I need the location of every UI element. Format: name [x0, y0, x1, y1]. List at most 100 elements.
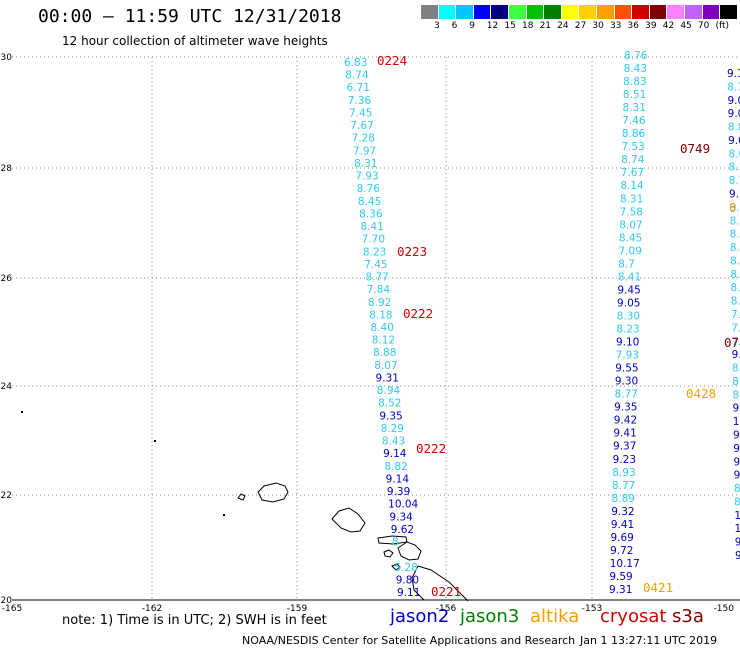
wave-height-value: 8.45	[358, 196, 381, 208]
wave-height-value: 8.83	[623, 76, 646, 88]
wave-height-value: 7.99	[731, 322, 740, 334]
wave-height-value: 8.33	[730, 255, 740, 267]
colorbar-label: 24	[557, 21, 569, 31]
latitude-label: 20	[1, 596, 13, 606]
wave-height-value: 8.31	[354, 158, 377, 170]
map-subtitle: 12 hour collection of altimeter wave hei…	[62, 34, 328, 48]
wave-height-value: 9.11	[397, 587, 420, 599]
colorbar-label: (ft)	[715, 21, 730, 31]
colorbar-cell: 70	[684, 5, 709, 31]
wave-height-value: 8.07	[619, 219, 642, 231]
wave-height-value: 9.10	[616, 337, 639, 349]
wave-height-value: 9.72	[610, 545, 633, 557]
colorbar-label: 3	[434, 21, 440, 31]
wave-height-value: 8.36	[359, 208, 383, 220]
wave-height-value: 9	[735, 550, 740, 562]
wave-height-value: 8.74	[345, 70, 369, 82]
wave-height-value: 8.23	[363, 246, 386, 258]
wave-height-value: 9.69	[610, 532, 633, 544]
wave-height-value: 10.0	[734, 510, 740, 522]
latitude-label: 26	[1, 274, 13, 284]
colorbar-swatch	[596, 5, 615, 19]
wave-height-value: 9.03	[728, 135, 740, 147]
colorbar-cell: 27	[561, 5, 586, 31]
wave-height-value: 8.14	[730, 242, 740, 254]
wave-height-value: 9.80	[396, 574, 419, 586]
wave-height-value: 8.45	[619, 232, 642, 244]
wave-height-value: 8.86	[622, 128, 646, 140]
hawaii-big-island	[411, 565, 469, 602]
colorbar-swatch	[579, 5, 597, 19]
colorbar-label: 70	[697, 21, 710, 31]
hawaii-coastlines	[237, 482, 469, 602]
colorbar-label: 18	[521, 21, 534, 31]
wave-height-value: 8.30	[617, 310, 640, 322]
wave-height-value: 10.17	[610, 558, 640, 570]
wave-height-value: 8.88	[728, 122, 740, 134]
pass-time-labels: 0224 0223 0222 0222 0221 0749 0428 0421 0 07	[377, 53, 739, 599]
wave-height-value: 9.59	[609, 571, 632, 583]
latitude-label: 28	[1, 164, 13, 174]
latitude-labels: 20 22 24 26 28 30	[1, 53, 13, 606]
wave-height-value: 9.06	[728, 108, 740, 120]
colorbar-cell: 18	[508, 5, 533, 31]
wave-height-value: 8	[392, 537, 399, 549]
satellite-legend-entry: s3a	[672, 606, 704, 627]
footnote: note: 1) Time is in UTC; 2) SWH is in fe…	[62, 613, 327, 628]
colorbar-cell: (ft)	[702, 5, 729, 31]
longitude-label: -159	[287, 604, 308, 614]
pass-time-label: 0221	[431, 584, 461, 599]
colorbar-cell: 30	[579, 5, 604, 31]
satellite-legend-entry: jason3	[460, 606, 520, 627]
wave-height-value: 8.41	[618, 271, 641, 283]
colorbar-swatch	[508, 5, 527, 19]
wave-height-value: 8.9	[734, 496, 740, 508]
kahoolawe-island	[391, 563, 401, 571]
wave-height-value: 9.39	[387, 486, 410, 498]
colorbar-cell	[720, 5, 738, 19]
colorbar-cell: 9	[456, 5, 475, 31]
wave-height-value: 8.80	[732, 389, 740, 401]
wave-height-value: 8.92	[368, 297, 391, 309]
wave-height-value: 9.31	[609, 584, 632, 596]
wave-height-value: 8.88	[373, 347, 396, 359]
wave-height-value: 8.31	[623, 102, 646, 114]
pass-time-label: 0421	[643, 580, 673, 595]
colorbar-label: 6	[451, 21, 458, 31]
wave-height-value: 7.46	[622, 115, 646, 127]
small-island-dot	[21, 411, 23, 413]
pass-time-label: 0222	[416, 441, 446, 456]
wave-height-value: 8.51	[623, 89, 646, 101]
longitude-labels: -165 -162 -159 -156 -153 -150	[2, 604, 734, 614]
colorbar-swatch	[544, 5, 562, 19]
wave-height-value: 9.31	[376, 372, 399, 384]
wave-height-value: 8.74	[621, 154, 645, 166]
wave-height-value: 7.53	[621, 141, 644, 153]
longitude-label: -162	[142, 604, 162, 614]
latitude-label: 22	[1, 491, 12, 501]
wave-height-value: 8.77	[612, 480, 635, 492]
niihau-island	[237, 493, 246, 501]
wave-height-value: 10.	[735, 523, 740, 535]
colorbar-swatch	[649, 5, 668, 19]
wave-height-value: 9.34	[389, 511, 413, 523]
generated-time: Jan 1 13:27:11 UTC 2019	[580, 634, 718, 647]
wave-height-value: 8.89	[612, 493, 635, 505]
wave-height-value: 9.32	[733, 403, 740, 415]
wave-height-value: 8.52	[378, 398, 401, 410]
wave-height-value: 8.07	[374, 360, 397, 372]
wave-height-value: 9.35	[614, 402, 637, 414]
wave-height-value: 9.23	[613, 454, 636, 466]
wave-height-value: 9.41	[613, 428, 636, 440]
wave-height-value: 8.18	[369, 309, 392, 321]
wave-height-value: 9.08	[727, 95, 740, 107]
wave-height-value: 5.28	[394, 562, 417, 574]
colorbar-label: 9	[469, 21, 475, 31]
wave-height-value: 8.76	[624, 50, 648, 62]
credit-line: NOAA/NESDIS Center for Satellite Applica…	[242, 634, 576, 647]
colorbar-swatch	[456, 5, 474, 19]
wave-height-value: 8.77	[614, 389, 637, 401]
longitude-label: -165	[2, 604, 22, 614]
wave-height-value: 7.93	[355, 171, 378, 183]
